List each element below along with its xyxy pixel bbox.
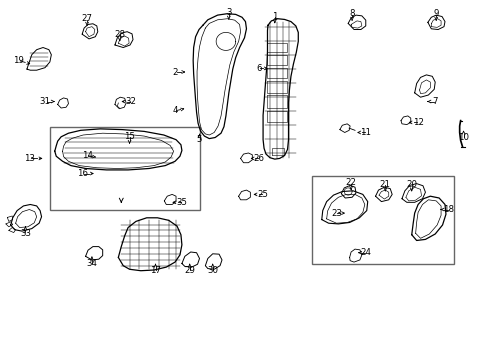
Text: 25: 25	[257, 190, 268, 199]
Text: 33: 33	[20, 229, 31, 238]
Text: 7: 7	[431, 97, 437, 106]
Text: 28: 28	[114, 30, 125, 39]
Text: 29: 29	[184, 266, 195, 275]
Text: 6: 6	[256, 64, 262, 73]
Text: 4: 4	[172, 107, 178, 116]
Text: 16: 16	[77, 169, 87, 178]
Text: 24: 24	[360, 248, 370, 257]
Text: 19: 19	[13, 56, 24, 65]
Text: 8: 8	[348, 9, 354, 18]
Text: 35: 35	[176, 198, 187, 207]
Text: 5: 5	[196, 135, 202, 144]
Text: 1: 1	[271, 12, 277, 21]
Text: 11: 11	[360, 128, 370, 137]
Text: 3: 3	[225, 8, 231, 17]
Text: 18: 18	[443, 205, 453, 214]
Text: 26: 26	[253, 154, 264, 163]
Text: 20: 20	[406, 180, 416, 189]
Text: 31: 31	[40, 97, 50, 106]
Text: 30: 30	[207, 266, 218, 275]
Text: 15: 15	[124, 132, 135, 141]
Text: 23: 23	[330, 209, 341, 217]
Text: 22: 22	[345, 179, 356, 188]
Text: 12: 12	[412, 118, 423, 127]
Text: 17: 17	[150, 266, 161, 275]
Bar	[50, 127, 199, 210]
Text: 27: 27	[81, 14, 92, 23]
Text: 14: 14	[81, 151, 92, 160]
Text: 32: 32	[125, 97, 136, 106]
Bar	[311, 176, 453, 264]
Text: 2: 2	[172, 68, 178, 77]
Text: 13: 13	[24, 154, 35, 163]
Text: 10: 10	[457, 133, 468, 142]
Text: 34: 34	[86, 259, 97, 268]
Text: 9: 9	[433, 9, 438, 18]
Text: 21: 21	[379, 180, 390, 189]
